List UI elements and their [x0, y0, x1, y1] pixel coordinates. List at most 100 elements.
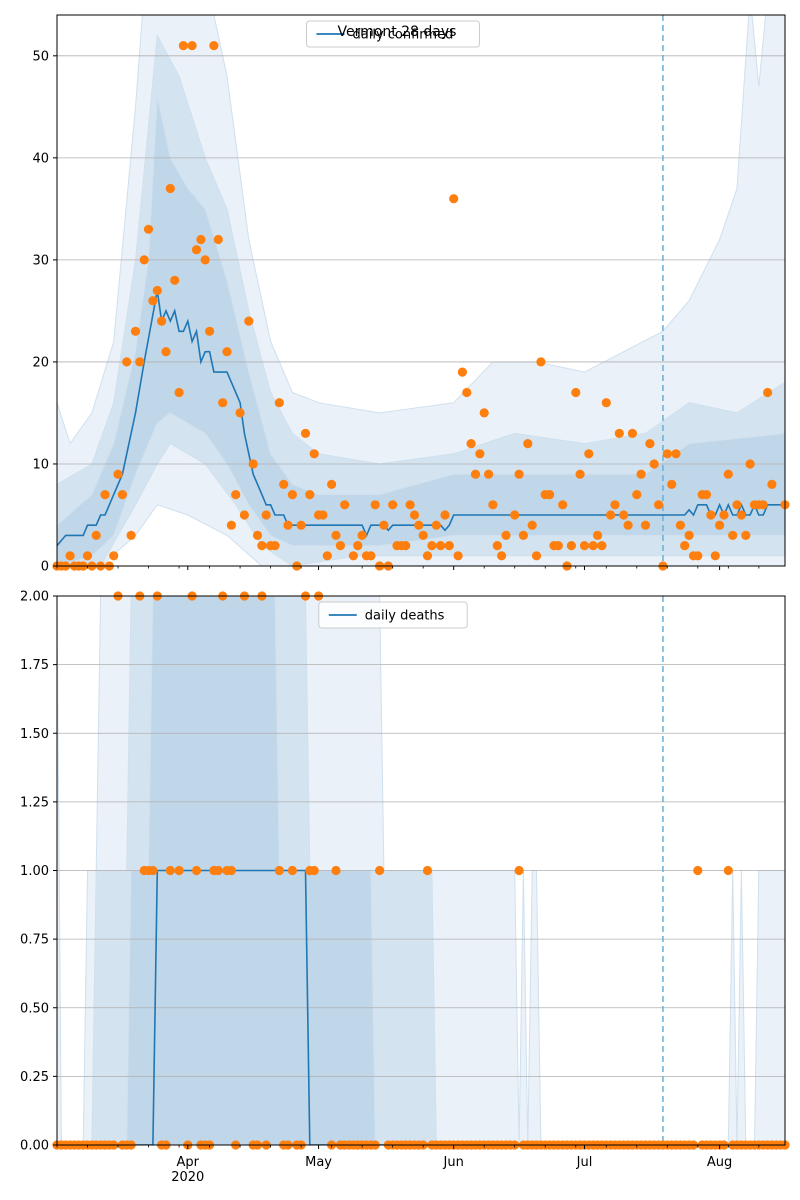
observed-point — [209, 41, 219, 51]
observed-point — [100, 490, 110, 500]
observed-point — [65, 551, 75, 561]
observed-points — [52, 41, 790, 571]
observed-point — [767, 479, 777, 489]
observed-point — [348, 551, 358, 561]
observed-point — [331, 865, 341, 876]
observed-point — [466, 439, 476, 449]
x-year-label: 2020 — [171, 1170, 204, 1185]
observed-point — [379, 520, 389, 530]
observed-point — [122, 357, 132, 367]
observed-point — [457, 367, 467, 377]
observed-point — [684, 530, 694, 541]
observed-point — [322, 551, 332, 561]
observed-point — [405, 500, 415, 510]
observed-point — [205, 326, 215, 336]
observed-point — [427, 541, 437, 551]
observed-point — [261, 510, 271, 520]
observed-point — [610, 500, 620, 510]
observed-point — [235, 408, 245, 418]
plot-area — [57, 15, 785, 566]
y-tick-label: 1.50 — [20, 727, 49, 742]
observed-point — [213, 865, 223, 876]
figure-title: Vermont 28 days — [338, 24, 457, 40]
observed-point — [636, 469, 646, 479]
observed-point — [327, 479, 337, 489]
observed-point — [627, 428, 638, 438]
y-tick-label: 0.75 — [20, 933, 49, 948]
observed-point — [91, 530, 101, 541]
observed-point — [231, 490, 241, 500]
y-tick-label: 1.75 — [20, 658, 49, 673]
observed-point — [309, 449, 319, 459]
observed-point — [723, 469, 733, 479]
observed-point — [470, 469, 481, 479]
axes-frame — [56, 14, 786, 567]
observed-point — [449, 194, 459, 204]
observed-point — [422, 551, 433, 561]
y-tick-label: 20 — [32, 355, 49, 370]
confirmed-chart-panel: 0 10 20 30 40 50 daily confirmed — [32, 14, 790, 575]
observed-point — [571, 387, 581, 398]
observed-point — [558, 500, 568, 510]
observed-point — [335, 541, 345, 551]
observed-point — [152, 285, 162, 296]
observed-point — [553, 541, 563, 551]
observed-point — [239, 510, 249, 520]
observed-point — [252, 530, 263, 541]
y-tick-label: 2.00 — [20, 590, 49, 605]
y-tick-label: 1.25 — [20, 795, 49, 810]
observed-point — [566, 541, 577, 551]
observed-point — [545, 490, 555, 500]
observed-point — [649, 459, 659, 469]
observed-point — [218, 398, 228, 408]
observed-point — [226, 865, 236, 876]
observed-point — [763, 387, 773, 398]
y-tick-label: 0.00 — [20, 1139, 49, 1154]
observed-point — [191, 245, 202, 255]
observed-point — [510, 510, 520, 520]
observed-point — [117, 490, 127, 500]
observed-point — [353, 541, 363, 551]
legend: daily deaths — [318, 601, 468, 629]
observed-point — [287, 490, 297, 500]
observed-point — [431, 520, 441, 530]
observed-point — [409, 510, 420, 520]
observed-point — [693, 865, 703, 876]
observed-point — [701, 490, 712, 500]
x-tick-label: May — [305, 1155, 332, 1170]
y-tick-label: 0 — [41, 560, 49, 575]
observed-point — [340, 500, 350, 510]
observed-point — [126, 530, 136, 541]
observed-point — [675, 520, 686, 530]
observed-point — [196, 234, 206, 245]
observed-point — [606, 510, 616, 520]
observed-point — [501, 530, 511, 541]
observed-point — [174, 387, 184, 398]
observed-point — [274, 865, 284, 876]
observed-point — [575, 469, 585, 479]
series-line — [57, 290, 785, 547]
observed-point — [514, 865, 524, 876]
observed-point — [436, 541, 446, 551]
observed-point — [248, 459, 258, 469]
observed-point — [257, 541, 267, 551]
observed-point — [213, 234, 223, 245]
observed-point — [623, 520, 633, 530]
observed-point — [745, 459, 755, 469]
observed-point — [444, 541, 454, 551]
observed-point — [715, 520, 725, 530]
observed-point — [619, 510, 629, 520]
legend-label: daily confirmed — [353, 28, 454, 43]
deaths-chart-panel: 0.00 0.25 0.50 0.75 1.00 1.25 1.50 1.75 2.00 Apr M… — [20, 590, 790, 1185]
legend-label: daily deaths — [365, 609, 445, 624]
observed-point — [148, 296, 158, 306]
observed-point — [279, 479, 289, 489]
observed-point — [527, 520, 537, 530]
observed-point — [113, 469, 123, 479]
observed-point — [453, 551, 463, 561]
observed-point — [662, 449, 672, 459]
observed-point — [165, 183, 175, 194]
observed-point — [728, 530, 738, 541]
observed-point — [645, 439, 655, 449]
y-tick-label: 50 — [32, 49, 49, 64]
